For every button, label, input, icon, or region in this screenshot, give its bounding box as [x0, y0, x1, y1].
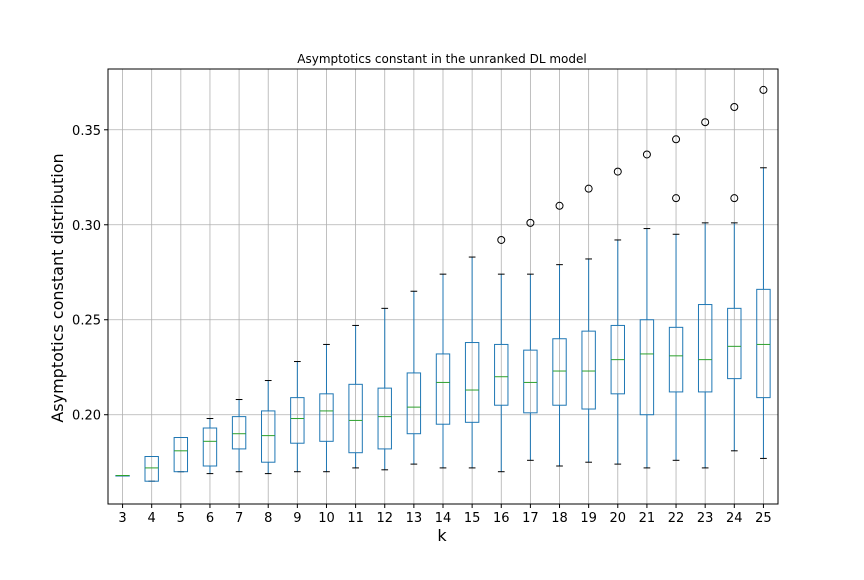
x-tick-label: 4 [148, 511, 156, 526]
x-tick-label: 10 [318, 511, 335, 526]
tick-layer: 3 4 5 6 7 8 9 10 11 12 13 14 15 16 17 18 19 20 21 22 23 24 25 0… [72, 124, 772, 526]
outlier-point [584, 184, 593, 193]
iqr-box [261, 410, 276, 463]
y-tick-label: 0.30 [72, 219, 101, 234]
box-group [610, 167, 625, 465]
iqr-box [668, 326, 684, 393]
iqr-box [406, 372, 422, 435]
box-group [581, 184, 596, 463]
iqr-box [202, 427, 218, 467]
box-group [115, 475, 130, 477]
iqr-box [290, 397, 305, 444]
outlier-point [555, 201, 564, 210]
x-tick-label: 5 [177, 511, 185, 526]
iqr-box [697, 304, 713, 393]
box-group [144, 456, 159, 482]
box-group [435, 273, 451, 469]
x-tick-label: 25 [755, 511, 772, 526]
iqr-box [552, 338, 567, 406]
outlier-point [613, 167, 622, 176]
chart-title: Asymptotics constant in the unranked DL … [297, 52, 586, 66]
outlier-point [672, 135, 681, 144]
box-group [231, 399, 247, 473]
x-tick-label: 20 [610, 511, 627, 526]
box-group [377, 307, 392, 471]
box-group [523, 218, 538, 461]
box-group [348, 324, 363, 469]
x-tick-label: 21 [639, 511, 656, 526]
outlier-point [730, 194, 739, 203]
x-tick-label: 15 [464, 511, 481, 526]
box-group [406, 290, 422, 465]
x-tick-label: 18 [551, 511, 568, 526]
y-axis-label: Asymptotics constant distribution [48, 153, 67, 422]
outlier-point [497, 235, 506, 244]
box-group [261, 380, 276, 475]
x-tick-label: 13 [406, 511, 423, 526]
x-tick-label: 12 [376, 511, 393, 526]
box-group [756, 85, 771, 459]
box-group [552, 201, 567, 467]
iqr-box [348, 383, 363, 454]
y-tick-label: 0.20 [72, 409, 101, 424]
x-tick-label: 19 [580, 511, 597, 526]
box-group [202, 418, 218, 475]
x-tick-label: 22 [668, 511, 685, 526]
iqr-box [173, 437, 189, 473]
box-group [668, 135, 684, 461]
outlier-point [730, 102, 739, 111]
iqr-box [231, 416, 247, 450]
box-group [727, 102, 742, 452]
box-group [290, 361, 305, 473]
x-tick-label: 6 [206, 511, 214, 526]
x-tick-label: 7 [235, 511, 243, 526]
x-tick-label: 14 [435, 511, 452, 526]
y-tick-label: 0.35 [72, 124, 101, 139]
outlier-point [701, 118, 710, 127]
outlier-point [672, 194, 681, 203]
iqr-box [639, 319, 655, 416]
iqr-box [756, 288, 771, 399]
x-tick-label: 3 [118, 511, 126, 526]
outlier-point [642, 150, 651, 159]
x-tick-label: 11 [347, 511, 364, 526]
iqr-box [144, 456, 159, 482]
box-group [319, 343, 334, 473]
x-axis-label: k [437, 526, 447, 545]
iqr-box [581, 330, 596, 410]
iqr-box [464, 342, 480, 423]
x-tick-label: 23 [697, 511, 714, 526]
iqr-box [523, 349, 538, 414]
iqr-box [319, 393, 334, 442]
outlier-point [759, 85, 768, 94]
box-group [639, 150, 655, 469]
iqr-box [727, 307, 742, 380]
x-tick-label: 9 [293, 511, 301, 526]
x-tick-label: 16 [493, 511, 510, 526]
box-layer [115, 85, 771, 482]
x-tick-label: 8 [264, 511, 272, 526]
box-group [697, 118, 713, 469]
box-group [173, 437, 189, 473]
outlier-point [526, 218, 535, 227]
box-group [494, 235, 509, 473]
iqr-box [377, 387, 392, 450]
iqr-box [494, 343, 509, 406]
x-tick-label: 17 [522, 511, 539, 526]
box-group [464, 256, 480, 469]
x-tick-label: 24 [726, 511, 743, 526]
y-tick-label: 0.25 [72, 314, 101, 329]
iqr-box [435, 353, 451, 425]
